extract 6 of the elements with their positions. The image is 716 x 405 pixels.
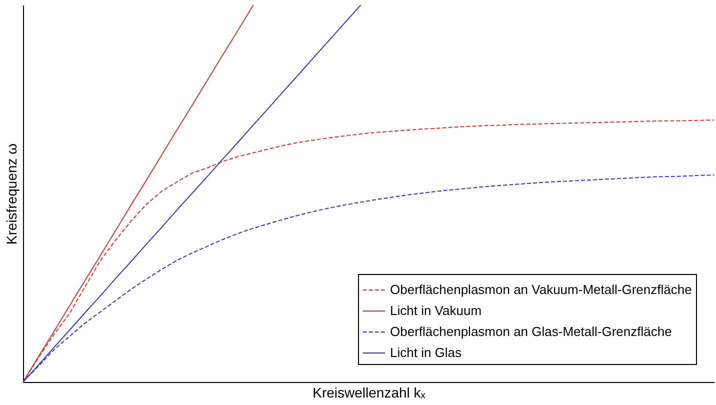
x-axis-title: Kreiswellenzahl kₓ [312,384,426,400]
y-axis-title: Kreisfrequenz ω [4,143,20,245]
legend-label: Licht in Vakuum [390,303,482,318]
legend-label: Oberflächenplasmon an Glas-Metall-Grenzfläche [390,324,672,339]
legend-label: Oberflächenplasmon an Vakuum-Metall-Grenzfläche [390,282,692,297]
legend-label: Licht in Glas [390,345,462,360]
